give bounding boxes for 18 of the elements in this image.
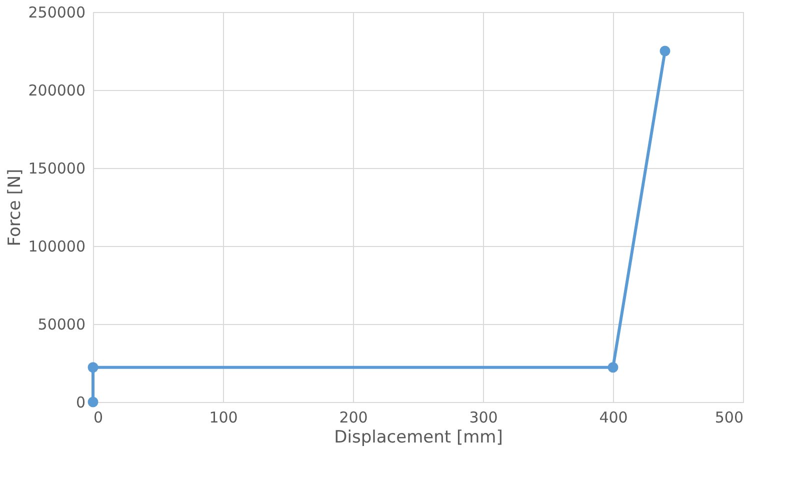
y-tick-label: 0 — [76, 394, 86, 412]
y-tick-label: 250000 — [28, 4, 86, 22]
x-tick-label: 100 — [209, 408, 238, 426]
x-tick-label: 0 — [94, 408, 104, 426]
point — [608, 362, 618, 373]
x-tick-label: 200 — [339, 408, 368, 426]
y-tick-label: 50000 — [38, 316, 86, 334]
y-tick-label: 100000 — [28, 238, 86, 256]
point — [88, 396, 98, 408]
x-tick-label: 500 — [714, 408, 744, 426]
y-axis-title: Force [N] — [5, 168, 26, 246]
x-tick-label: 300 — [469, 408, 498, 426]
x-axis-title: Displacement [mm] — [334, 428, 503, 448]
point — [88, 362, 98, 373]
x-tick-label: 400 — [599, 408, 628, 426]
y-tick-label: 200000 — [28, 82, 86, 100]
point — [660, 46, 670, 56]
y-tick-label: 150000 — [28, 160, 86, 178]
